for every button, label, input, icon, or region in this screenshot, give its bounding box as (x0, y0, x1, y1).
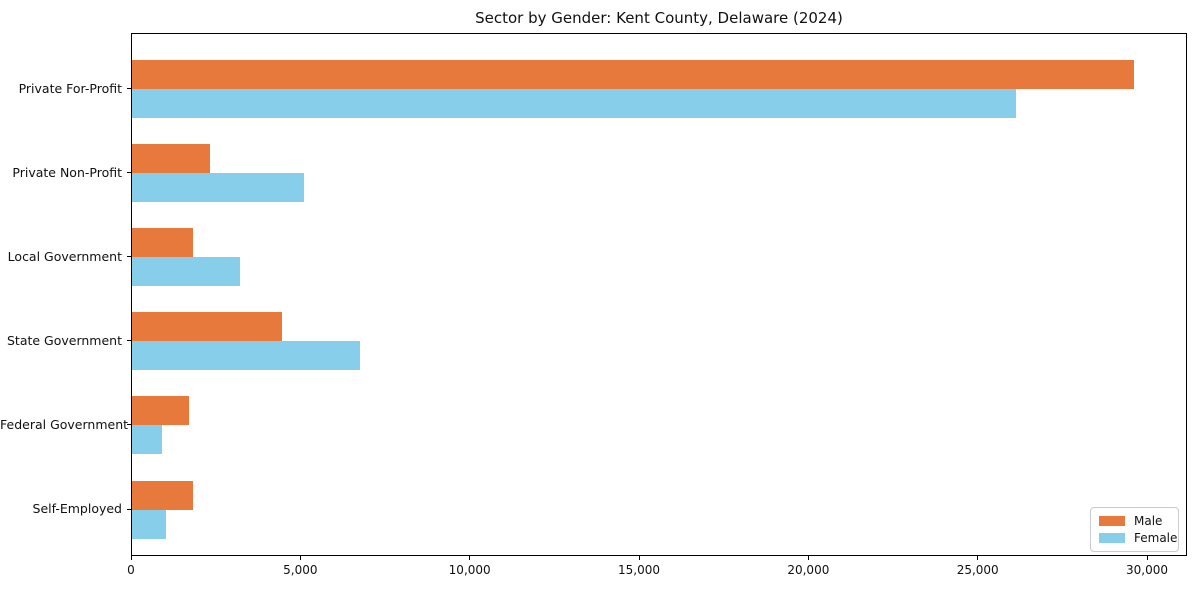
bar-male-3 (132, 312, 283, 342)
bar-female-5 (132, 509, 166, 539)
chart-title: Sector by Gender: Kent County, Delaware … (475, 9, 843, 27)
y-axis-label: Local Government (7, 248, 122, 264)
y-tick (127, 508, 131, 510)
x-tick-label: 20,000 (787, 563, 830, 577)
bar-female-4 (132, 425, 163, 455)
x-tick-label: 5,000 (283, 563, 318, 577)
x-tick-label: 25,000 (956, 563, 999, 577)
bar-female-2 (132, 257, 241, 287)
y-axis-label: Federal Government (0, 416, 129, 432)
y-tick (127, 340, 131, 342)
bar-male-1 (132, 144, 210, 174)
bar-male-2 (132, 228, 193, 258)
bar-male-5 (132, 480, 193, 510)
x-tick-label: 30,000 (1126, 563, 1169, 577)
y-tick (127, 424, 131, 426)
y-tick (127, 88, 131, 89)
male-swatch-icon (1099, 516, 1125, 526)
y-tick (127, 256, 131, 258)
x-tick-label: 15,000 (618, 563, 661, 577)
x-tick (299, 556, 301, 560)
legend-label-female: Female (1134, 531, 1178, 545)
bar-male-4 (132, 396, 190, 426)
y-axis-label: Private For-Profit (18, 80, 122, 96)
x-tick (130, 556, 132, 560)
y-axis-label: Private Non-Profit (12, 164, 122, 180)
bar-male-0 (132, 60, 1135, 89)
x-tick (469, 556, 471, 560)
x-tick (638, 556, 640, 560)
bar-female-0 (132, 89, 1016, 118)
legend: Male Female (1090, 507, 1179, 552)
bar-female-3 (132, 341, 361, 371)
y-axis-label: Self-Employed (32, 501, 122, 516)
x-tick (807, 556, 809, 560)
x-tick (977, 556, 979, 560)
legend-label-male: Male (1134, 514, 1163, 528)
plot-area (131, 33, 1187, 556)
bar-female-1 (132, 173, 305, 203)
y-axis-label: State Government (6, 332, 122, 348)
female-swatch-icon (1099, 533, 1125, 543)
x-tick-label: 0 (127, 563, 135, 577)
legend-entry-female: Female (1099, 532, 1177, 544)
y-tick (127, 172, 131, 174)
legend-entry-male: Male (1099, 515, 1170, 527)
x-tick-label: 10,000 (448, 563, 491, 577)
x-tick (1146, 556, 1148, 560)
